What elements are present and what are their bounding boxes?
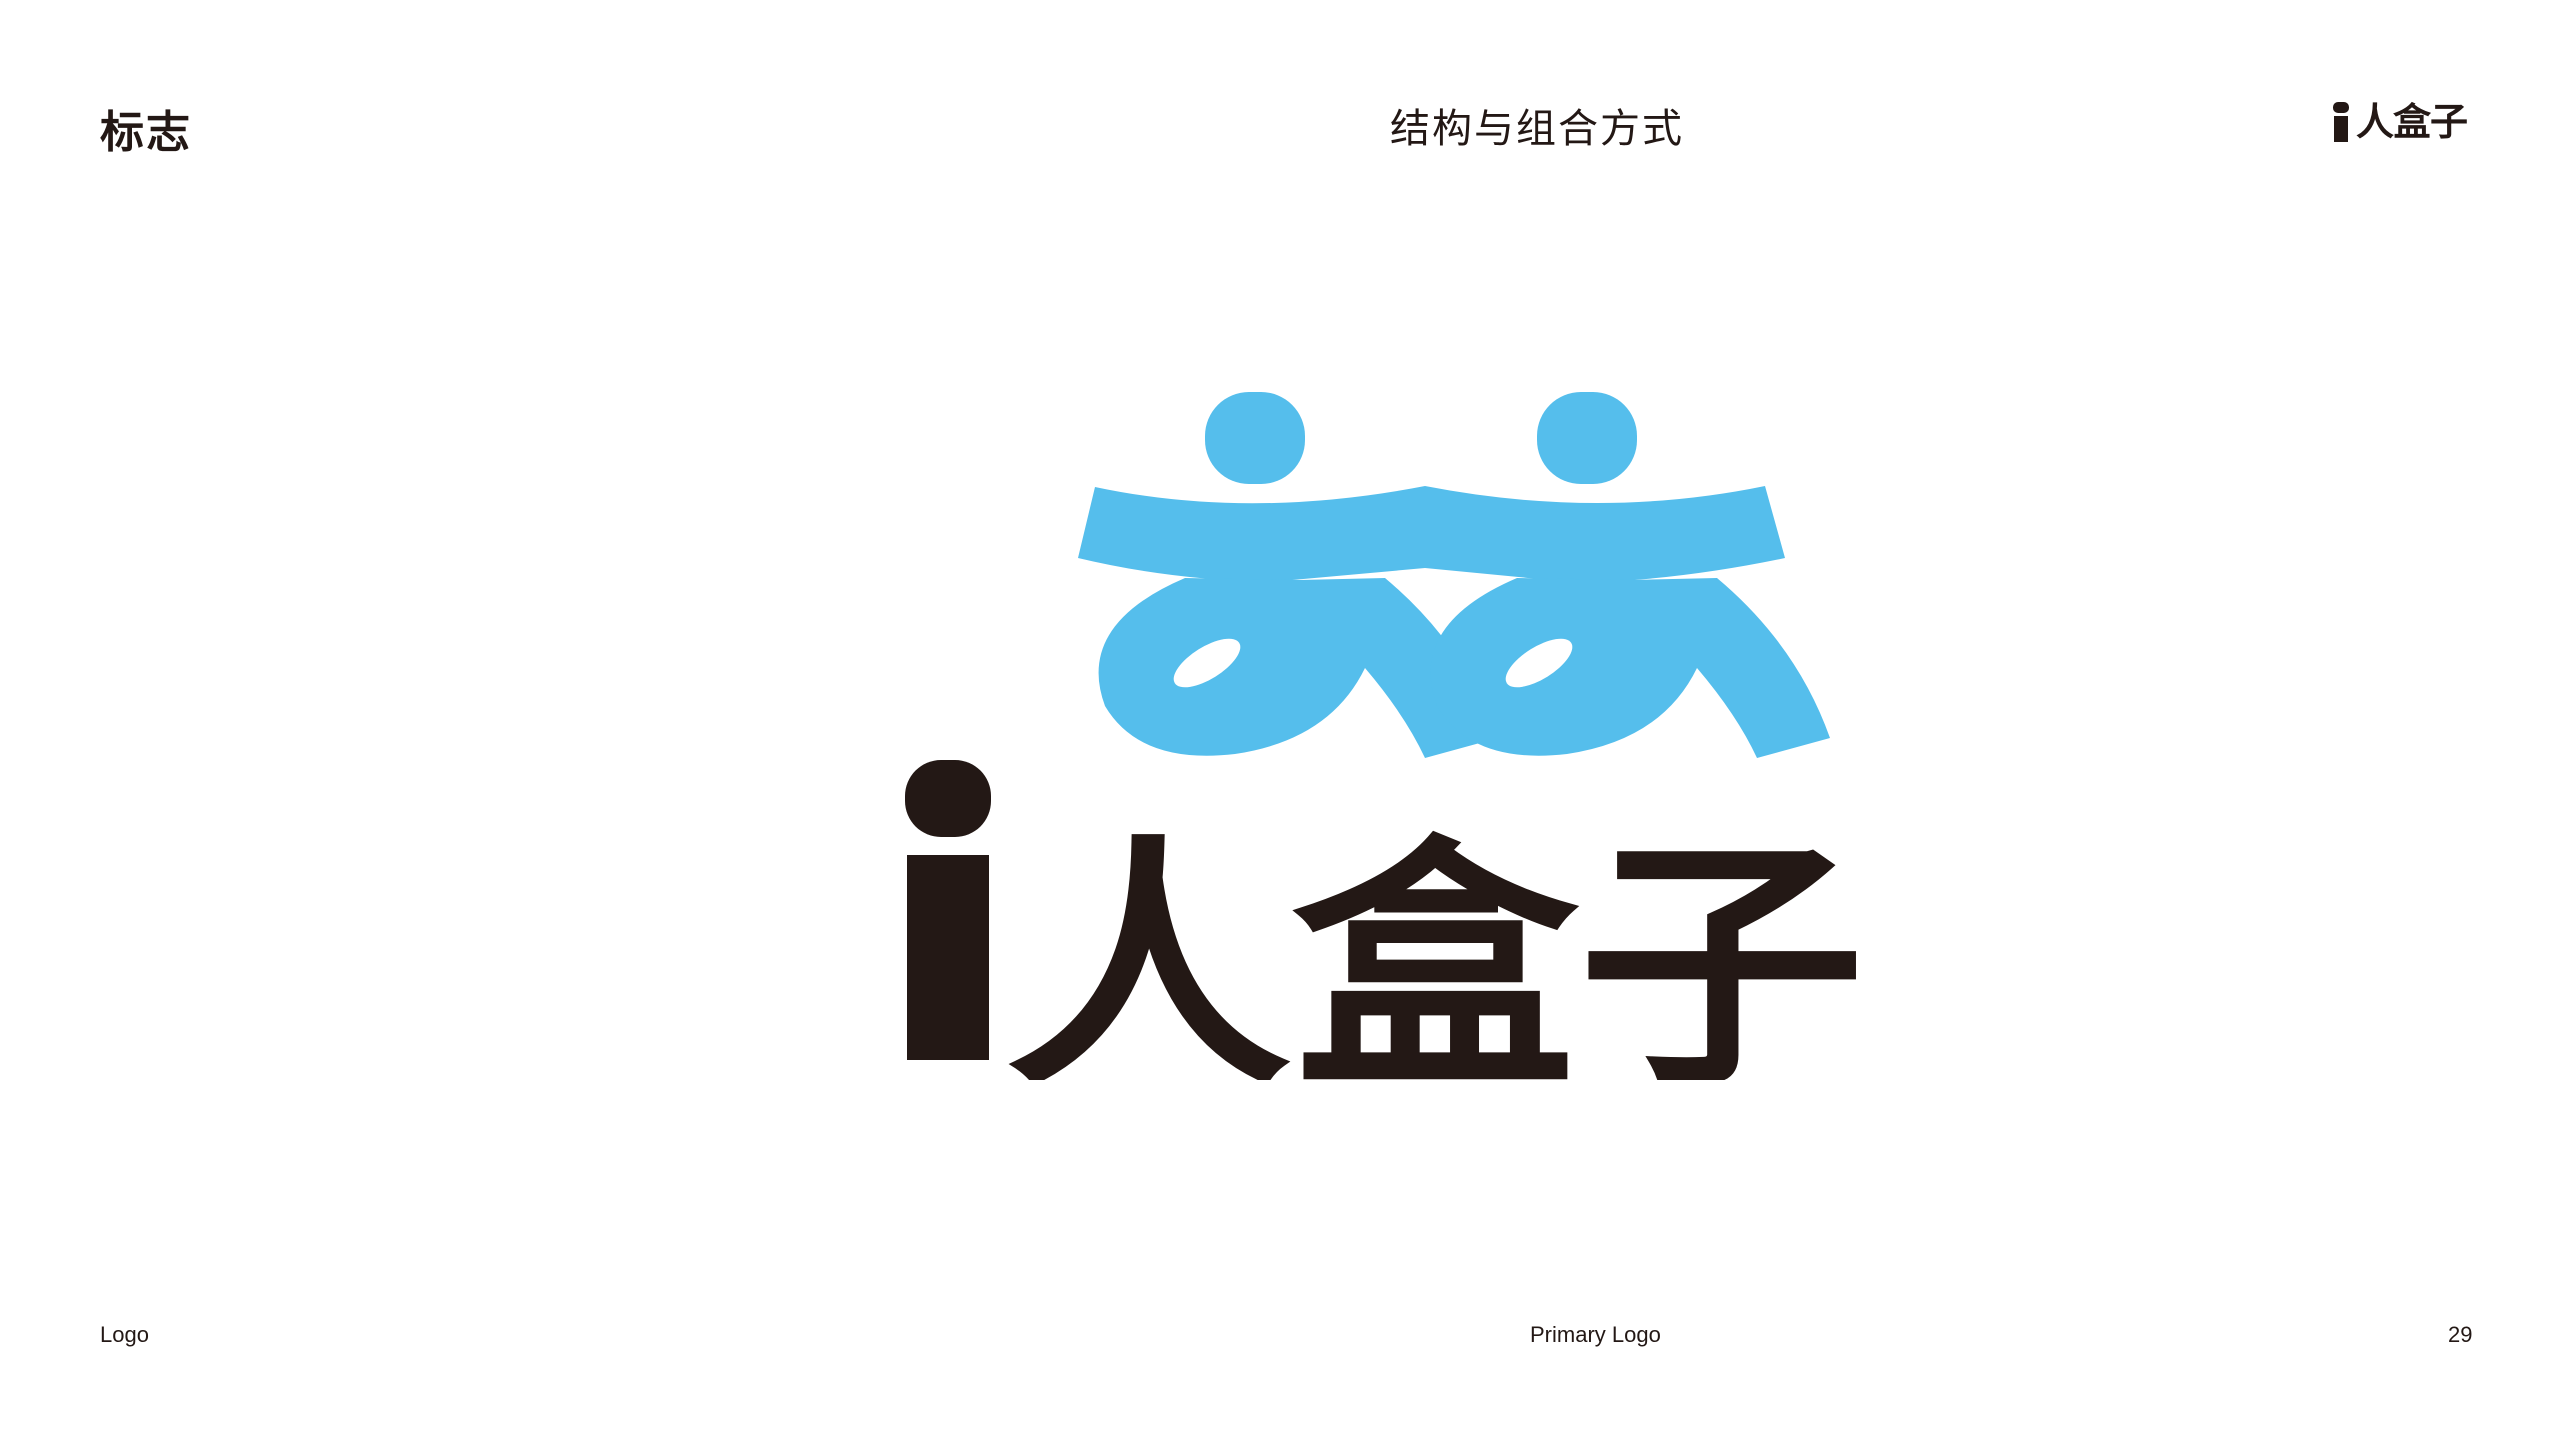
page-title: 结构与组合方式: [1390, 106, 1684, 152]
footer-center-label: Primary Logo: [1530, 1322, 1661, 1347]
logo-i-glyph: [905, 760, 991, 1060]
mini-i-glyph: [2333, 102, 2349, 142]
primary-logo: 人盒子: [905, 392, 1865, 1080]
figure-right-body: [1430, 578, 1830, 758]
figure-left-head: [1205, 392, 1305, 484]
footer-left-label: Logo: [100, 1322, 149, 1347]
figure-left-body: [1098, 578, 1498, 758]
figure-right-head: [1537, 392, 1637, 484]
figure-arms: [1078, 486, 1785, 583]
section-title: 标志: [100, 107, 192, 158]
logo-wordmark-text: 人盒子: [1005, 815, 1865, 1080]
figure-holes: [1173, 638, 1573, 688]
brand-mark: 人盒子: [2330, 100, 2480, 144]
page-number: 29: [2448, 1322, 2473, 1347]
brand-mark-text: 人盒子: [2356, 100, 2468, 144]
logo-figures: [1078, 392, 1830, 758]
